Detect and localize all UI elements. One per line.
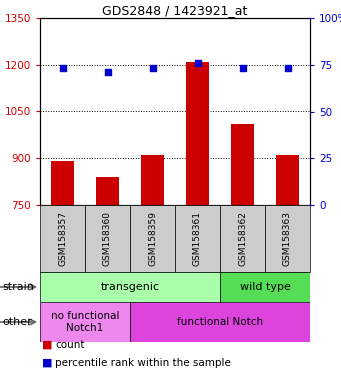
Bar: [40, 205, 85, 272]
Point: [150, 65, 155, 71]
Text: GSM158361: GSM158361: [193, 211, 202, 266]
Text: GSM158363: GSM158363: [283, 211, 292, 266]
Bar: [51, 161, 74, 205]
Text: GSM158359: GSM158359: [148, 211, 157, 266]
Bar: [220, 205, 265, 272]
Bar: [141, 155, 164, 205]
Text: functional Notch: functional Notch: [177, 317, 263, 327]
Bar: [265, 205, 310, 272]
Bar: [40, 302, 130, 342]
Point: [285, 65, 290, 71]
Bar: [220, 272, 310, 302]
Text: wild type: wild type: [240, 282, 291, 292]
Bar: [130, 302, 310, 342]
Text: transgenic: transgenic: [101, 282, 160, 292]
Text: ■: ■: [42, 358, 53, 368]
Point: [105, 69, 110, 75]
Text: ■: ■: [42, 340, 53, 350]
Text: GSM158360: GSM158360: [103, 211, 112, 266]
Text: GSM158362: GSM158362: [238, 211, 247, 266]
Bar: [130, 205, 175, 272]
Point: [240, 65, 245, 71]
Point: [195, 60, 200, 66]
Text: strain: strain: [2, 282, 34, 292]
Bar: [85, 205, 130, 272]
Text: GSM158357: GSM158357: [58, 211, 67, 266]
Point: [60, 65, 65, 71]
Bar: [175, 205, 220, 272]
Text: other: other: [2, 317, 32, 327]
Bar: [40, 272, 220, 302]
Bar: [276, 155, 299, 205]
Text: percentile rank within the sample: percentile rank within the sample: [55, 358, 231, 368]
Text: count: count: [55, 340, 85, 350]
Text: no functional
Notch1: no functional Notch1: [51, 311, 119, 333]
Title: GDS2848 / 1423921_at: GDS2848 / 1423921_at: [102, 4, 248, 17]
Bar: [96, 177, 119, 205]
Bar: [231, 124, 254, 205]
Bar: [186, 62, 209, 205]
